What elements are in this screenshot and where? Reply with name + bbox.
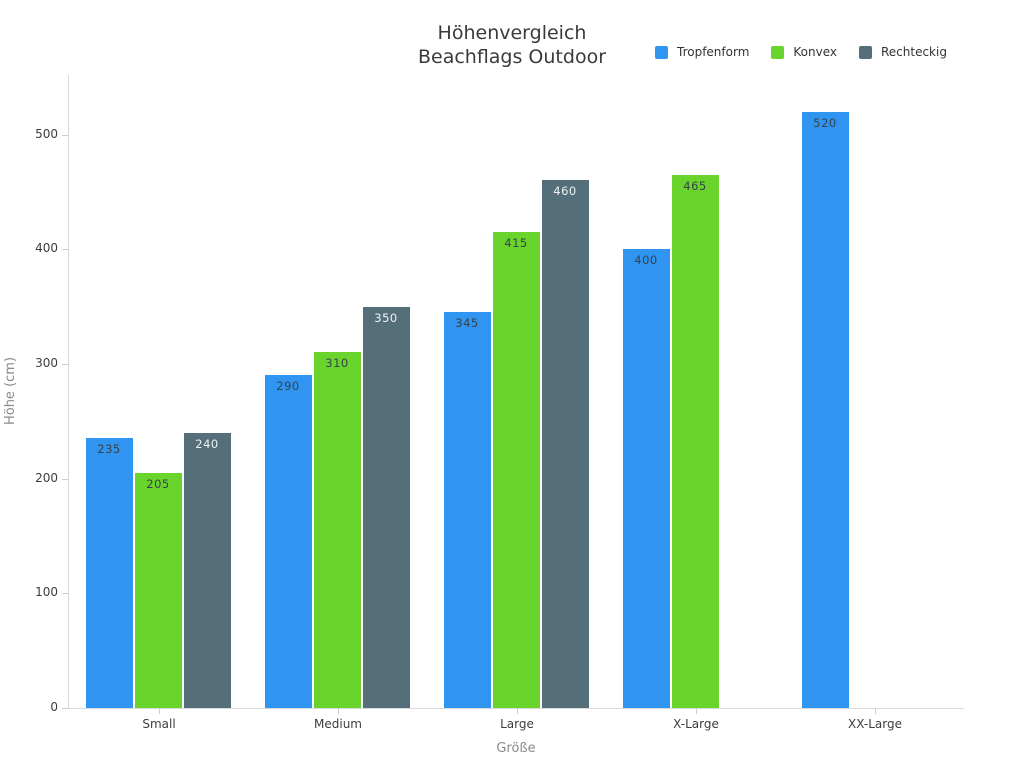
- legend-label: Tropfenform: [677, 45, 750, 59]
- y-tick-mark: [62, 249, 68, 251]
- y-tick-mark: [62, 478, 68, 480]
- x-tick-label: XX-Large: [848, 717, 902, 731]
- bar-value-label: 460: [553, 184, 577, 199]
- y-tick-label: 200: [35, 470, 58, 485]
- bar-tropfenform-xx-large: [801, 111, 849, 708]
- bar-value-label: 310: [325, 356, 349, 371]
- y-tick-label: 400: [35, 241, 58, 256]
- x-tick-mark: [338, 708, 339, 714]
- bar-value-label: 415: [504, 235, 528, 250]
- y-tick-mark: [62, 134, 68, 136]
- bar-rechteckig-medium: [362, 306, 410, 708]
- x-tick-label: Large: [500, 717, 534, 731]
- y-axis-title-text: Höhe (cm): [3, 356, 18, 426]
- bar-value-label: 240: [195, 436, 219, 451]
- legend: Tropfenform Konvex Rechteckig: [655, 45, 947, 59]
- chart-title-line2: Beachflags Outdoor: [417, 46, 607, 68]
- legend-label: Rechteckig: [880, 45, 947, 59]
- legend-swatch-icon: [858, 45, 872, 59]
- legend-item-rechteckig[interactable]: Rechteckig: [858, 45, 947, 59]
- x-tick-label: Small: [142, 717, 176, 731]
- chart-title-line1: Höhenvergleich: [437, 22, 587, 44]
- y-tick-label: 500: [35, 126, 58, 141]
- y-tick-label: 100: [35, 585, 58, 600]
- bar-value-label: 400: [634, 253, 658, 268]
- legend-swatch-icon: [771, 45, 785, 59]
- bar-value-label: 235: [97, 442, 121, 457]
- bar-konvex-medium: [313, 352, 361, 708]
- bar-value-label: 345: [455, 316, 479, 331]
- x-tick-mark: [875, 708, 876, 714]
- legend-swatch-icon: [655, 45, 668, 59]
- bar-value-label: 520: [813, 115, 837, 130]
- legend-item-konvex[interactable]: Konvex: [771, 45, 837, 59]
- bar-value-label: 205: [146, 476, 170, 491]
- y-axis-line: [68, 75, 69, 708]
- bar-value-label: 290: [276, 379, 300, 394]
- bar-konvex-small: [134, 472, 182, 708]
- y-tick-mark: [62, 363, 68, 365]
- x-axis-title: Größe: [496, 741, 536, 756]
- chart-title: Höhenvergleich Beachflags Outdoor: [0, 21, 1024, 69]
- x-tick-label: X-Large: [673, 717, 719, 731]
- bar-rechteckig-small: [183, 432, 231, 708]
- x-axis-line: [68, 708, 964, 709]
- bar-konvex-large: [492, 231, 540, 708]
- bar-tropfenform-small: [85, 438, 133, 708]
- bar-rechteckig-large: [541, 180, 589, 708]
- x-tick-label: Medium: [314, 717, 362, 731]
- y-tick-label: 300: [35, 355, 58, 370]
- x-tick-mark: [517, 708, 518, 714]
- x-tick-mark: [696, 708, 697, 714]
- bar-value-label: 350: [374, 310, 398, 325]
- y-tick-mark: [62, 593, 68, 595]
- bar-tropfenform-medium: [264, 375, 312, 708]
- y-tick-label: 0: [50, 700, 58, 714]
- legend-label: Konvex: [793, 45, 837, 59]
- bar-tropfenform-x-large: [622, 249, 670, 708]
- y-tick-mark: [62, 708, 68, 709]
- bar-tropfenform-large: [443, 312, 491, 708]
- bar-konvex-x-large: [671, 174, 719, 708]
- bar-value-label: 465: [683, 178, 707, 193]
- legend-item-tropfenform[interactable]: Tropfenform: [655, 45, 749, 59]
- x-tick-mark: [159, 708, 160, 714]
